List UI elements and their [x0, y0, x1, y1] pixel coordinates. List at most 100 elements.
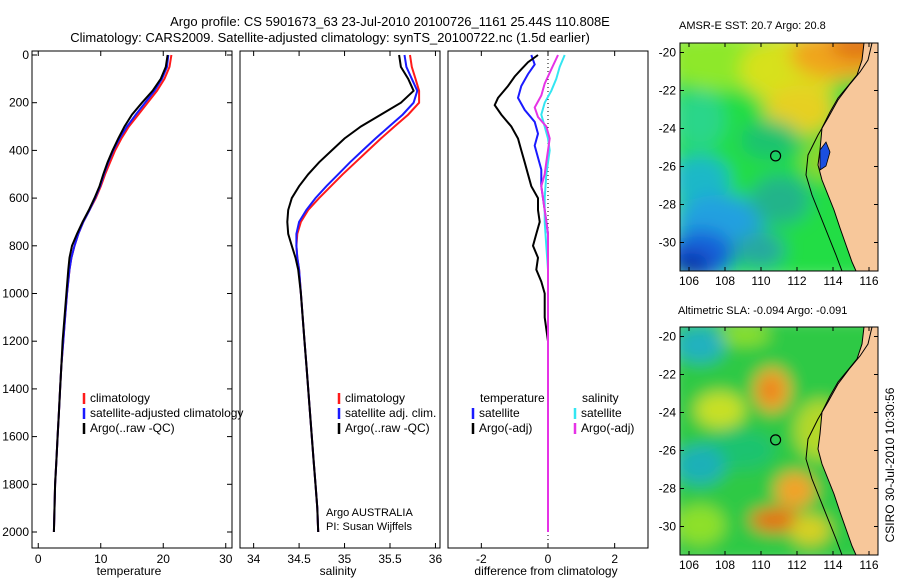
depth-tick-label: 800	[9, 239, 29, 253]
difference-panel: -2 0 2 temperature salinitysatelliteArgo(-a…	[447, 50, 649, 578]
series-line	[52, 54, 173, 533]
series-line	[533, 54, 559, 532]
x-tick-label: 30	[219, 552, 233, 566]
legend-label: satellite adj. clim.	[345, 406, 436, 420]
depth-tick-label: 400	[9, 143, 29, 157]
map-lat-label: -20	[659, 330, 677, 344]
figure-title-line1: Argo profile: CS 5901673_63 23-Jul-2010 …	[170, 14, 610, 29]
sla-argo-marker	[769, 434, 782, 446]
sst-map-frame	[679, 42, 879, 272]
depth-tick-label: 1800	[2, 477, 29, 491]
sla-map-ticks: 106 108 110 112 114 116 -20 -22 -24 -26 -28 -30	[659, 327, 879, 572]
depth-tick-label: 2000	[2, 525, 29, 539]
legend-label: climatology	[345, 391, 405, 405]
x-tick-label: -2	[476, 552, 487, 566]
map-lat-label: -20	[659, 46, 677, 60]
legend-label: Argo(-adj)	[581, 421, 634, 435]
sst-map-panel: AMSR-E SST: 20.7 Argo: 20.8	[659, 20, 879, 288]
difference-ticks: -2 0 2	[476, 51, 618, 566]
map-lon-label: 112	[787, 558, 806, 572]
x-tick-label: 2	[611, 552, 618, 566]
map-lon-label: 108	[715, 558, 735, 572]
depth-tick-label: 0	[22, 48, 29, 62]
map-lat-label: -28	[659, 198, 677, 212]
figure-title-line2: Climatology: CARS2009. Satellite-adjuste…	[70, 30, 590, 45]
series-line	[286, 54, 415, 533]
map-lat-label: -24	[659, 406, 677, 420]
map-lat-label: -22	[659, 368, 677, 382]
salinity-ticks: 34 34.5 35 35.5 36	[247, 51, 442, 566]
map-lon-label: 114	[823, 274, 842, 288]
depth-tick-label: 200	[9, 96, 29, 110]
sst-shelf-contour	[805, 43, 873, 271]
sst-map-title: AMSR-E SST: 20.7 Argo: 20.8	[679, 20, 826, 32]
series-line	[295, 54, 421, 533]
difference-xlabel: difference from climatology	[474, 564, 617, 578]
x-tick-label: 10	[94, 552, 108, 566]
salinity-annotation-line2: PI: Susan Wijffels	[326, 521, 412, 533]
x-tick-label: 0	[35, 552, 42, 566]
difference-lines	[493, 54, 566, 532]
legend-label: Argo(..raw -QC)	[345, 421, 430, 435]
difference-legend: temperature salinitysatelliteArgo(-adj)sa…	[471, 391, 634, 435]
map-lon-label: 114	[823, 558, 842, 572]
salinity-lines	[286, 54, 421, 533]
legend-label: climatology	[90, 391, 150, 405]
series-line	[516, 54, 549, 532]
sst-bay-detail	[819, 141, 831, 171]
map-lon-label: 116	[859, 558, 878, 572]
legend-label: satellite	[479, 406, 520, 420]
sla-shelf-contour	[805, 327, 873, 555]
salinity-axes-box	[239, 50, 441, 549]
depth-tick-label: 1600	[2, 430, 29, 444]
depth-tick-label: 1000	[2, 287, 29, 301]
sst-argo-marker	[769, 150, 782, 162]
temperature-panel: 0 10 20 30 0 200 400 600 800 1000 1200 1400 1600 1800…	[2, 48, 243, 578]
map-lon-label: 106	[679, 558, 699, 572]
map-lon-label: 106	[679, 274, 699, 288]
legend-label: satellite	[581, 406, 622, 420]
series-line	[540, 54, 566, 532]
legend-heading: salinity	[582, 391, 619, 405]
temperature-lines	[52, 54, 173, 533]
map-lat-label: -30	[659, 236, 677, 250]
map-lat-label: -30	[659, 520, 677, 534]
depth-tick-label: 1400	[2, 382, 29, 396]
sst-map-ticks: 106 108 110 112 114 116 -20 -22 -24 -26 -28 -30	[659, 43, 879, 288]
sla-map-panel: Altimetric SLA: -0.094 Argo: -0.091	[659, 305, 879, 572]
series-line	[52, 54, 169, 533]
x-tick-label: 36	[429, 552, 443, 566]
x-tick-label: 20	[157, 552, 171, 566]
map-lon-label: 110	[751, 558, 770, 572]
map-lon-label: 110	[751, 274, 770, 288]
map-lat-label: -26	[659, 444, 677, 458]
sla-map-title: Altimetric SLA: -0.094 Argo: -0.091	[678, 305, 847, 317]
legend-label: Argo(..raw -QC)	[90, 421, 175, 435]
temperature-ticks: 0 10 20 30 0 200 400 600 800 1000 1200 1400 1600 1800…	[2, 48, 232, 566]
map-lat-label: -22	[659, 84, 677, 98]
map-lat-label: -24	[659, 122, 677, 136]
legend-heading: temperature	[480, 391, 545, 405]
side-timestamp-label: CSIRO 30-Jul-2010 10:30:56	[883, 387, 897, 542]
depth-tick-label: 1200	[2, 334, 29, 348]
map-lat-label: -26	[659, 160, 677, 174]
x-tick-label: 34	[247, 552, 261, 566]
x-tick-label: 0	[545, 552, 552, 566]
x-tick-label: 34.5	[287, 552, 311, 566]
salinity-xlabel: salinity	[320, 564, 357, 578]
legend-label: Argo(-adj)	[479, 421, 532, 435]
map-lon-label: 108	[715, 274, 735, 288]
depth-tick-label: 600	[9, 191, 29, 205]
temperature-xlabel: temperature	[97, 564, 162, 578]
legend-label: satellite-adjusted climatology	[90, 406, 243, 420]
series-line	[493, 54, 549, 532]
map-lat-label: -28	[659, 482, 677, 496]
series-line	[52, 54, 170, 533]
x-tick-label: 35	[338, 552, 352, 566]
sla-map-frame	[679, 326, 879, 556]
x-tick-label: 35.5	[378, 552, 402, 566]
